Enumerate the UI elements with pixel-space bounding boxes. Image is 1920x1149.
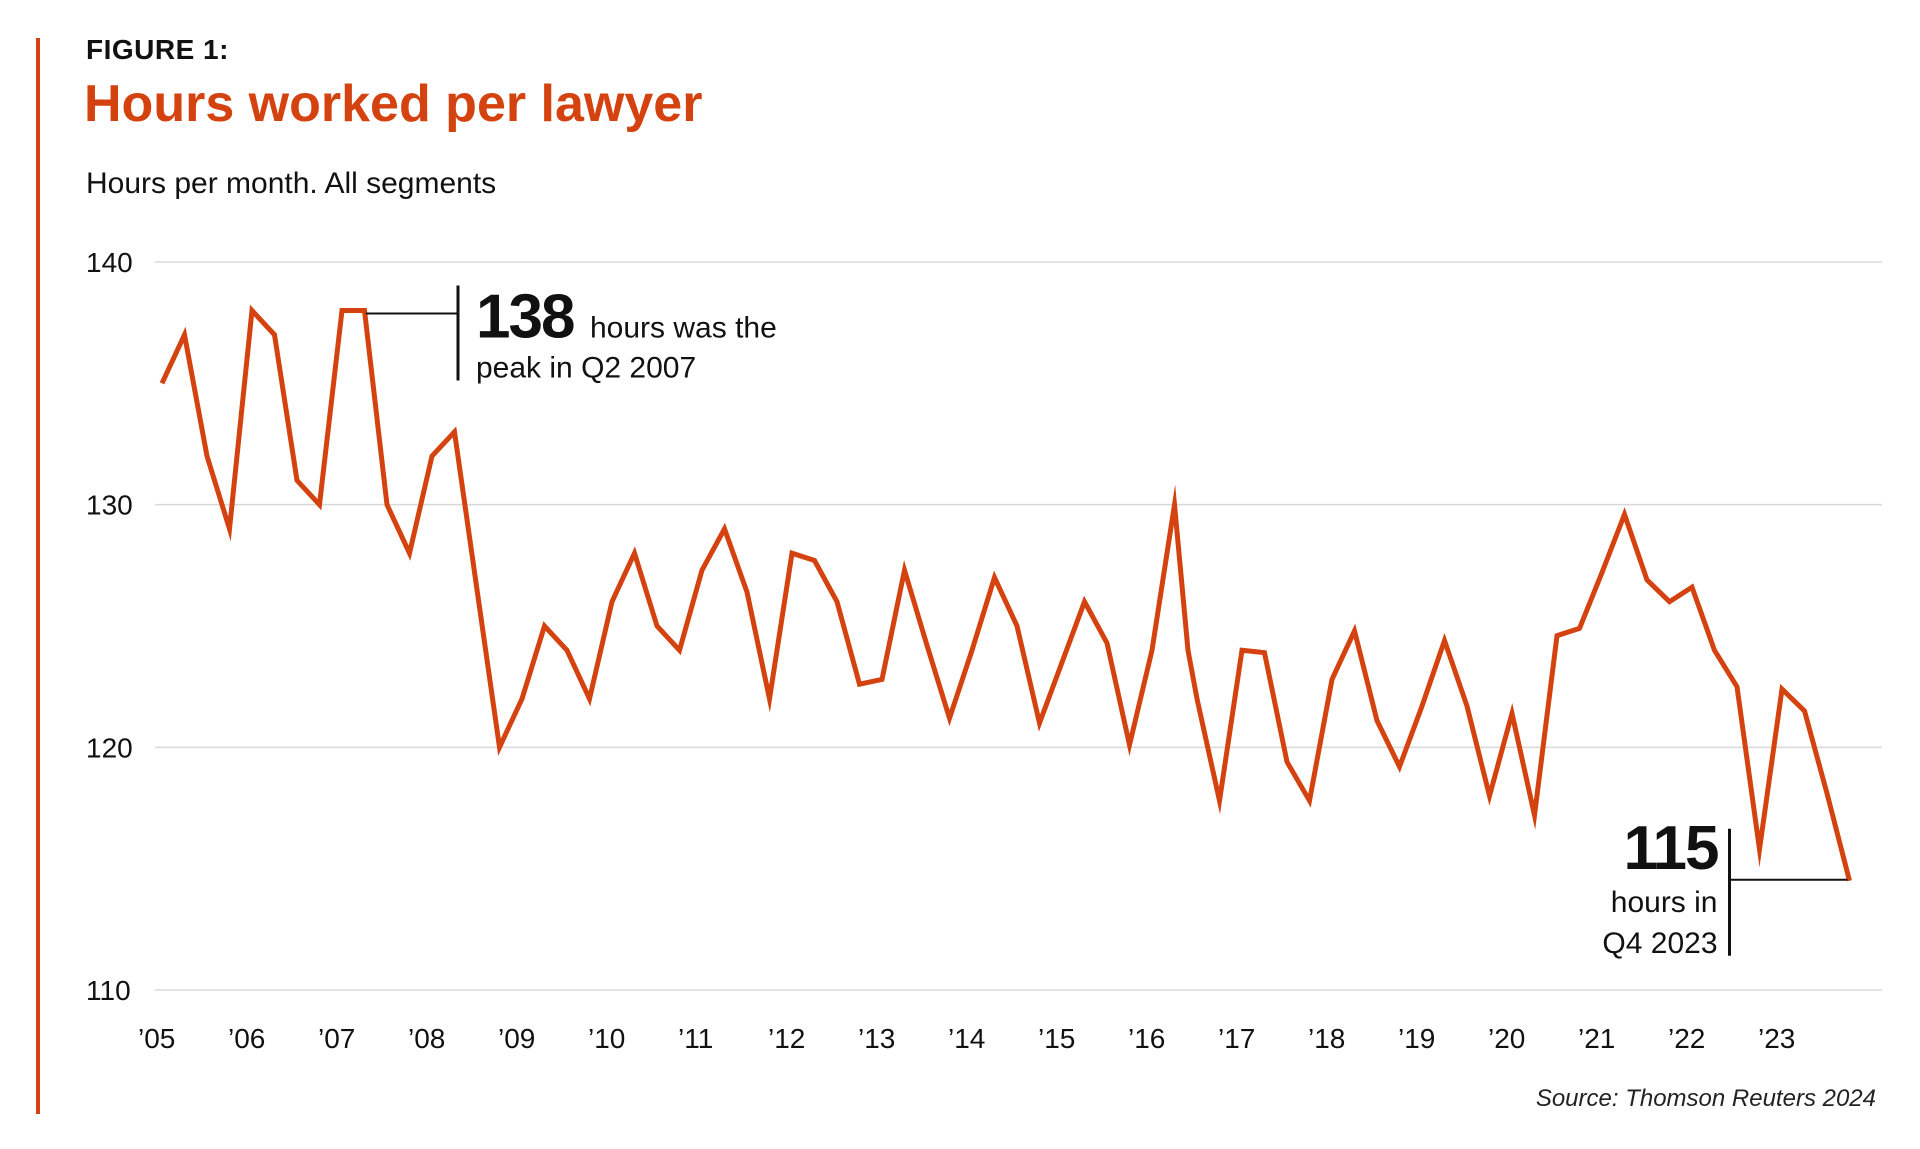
x-tick-label-2007: ’07 [318,1023,355,1054]
low-annotation-value: 115 [1623,814,1718,883]
y-tick-label-110: 110 [86,975,131,1006]
peak-annotation-value: 138 [476,283,574,352]
y-axis-ticks: 140 130 120 110 [86,247,133,1006]
figure-label: FIGURE 1: [86,34,229,65]
x-tick-label-2019: ’19 [1398,1023,1435,1054]
chart-subtitle: Hours per month. All segments [86,167,497,200]
x-tick-label-2008: ’08 [408,1023,445,1054]
x-tick-label-2013: ’13 [858,1023,895,1054]
x-tick-label-2014: ’14 [948,1023,985,1054]
annotation-layer: 138 hours was the peak in Q2 2007 115 ho… [366,283,1848,960]
grid-layer [155,261,1882,991]
x-tick-label-2005: ’05 [138,1023,175,1054]
x-tick-label-2017: ’17 [1218,1023,1255,1054]
x-tick-label-2022: ’22 [1668,1023,1705,1054]
peak-annotation-text-2: peak in Q2 2007 [476,352,696,385]
low-annotation-text-1: hours in [1611,886,1718,919]
low-annotation-text-2: Q4 2023 [1602,927,1717,960]
x-tick-label-2016: ’16 [1128,1023,1165,1054]
x-tick-label-2010: ’10 [588,1023,625,1054]
x-tick-label-2011: ’11 [678,1023,713,1054]
accent-bar [36,38,40,1114]
x-tick-label-2015: ’15 [1038,1023,1075,1054]
x-tick-label-2021: ’21 [1578,1023,1615,1054]
series-line-0 [159,304,1852,882]
peak-annotation-text-1: hours was the [590,312,777,345]
x-tick-label-2018: ’18 [1308,1023,1345,1054]
y-tick-label-130: 130 [86,490,133,521]
x-tick-label-2012: ’12 [768,1023,805,1054]
x-axis-ticks: ’05 ’06 ’07 ’08 ’09 ’10 ’11 ’12 ’13 ’14 ’15 ’16 ’17 ’… [138,1023,1795,1054]
chart-title: Hours worked per lawyer [84,75,703,133]
x-tick-label-2009: ’09 [498,1023,535,1054]
y-tick-label-140: 140 [86,247,133,278]
source-note: Source: Thomson Reuters 2024 [1535,1085,1876,1112]
x-tick-label-2023: ’23 [1758,1023,1795,1054]
series-layer [159,304,1852,882]
y-tick-label-120: 120 [86,732,133,763]
x-tick-label-2006: ’06 [228,1023,265,1054]
x-tick-label-2020: ’20 [1488,1023,1525,1054]
